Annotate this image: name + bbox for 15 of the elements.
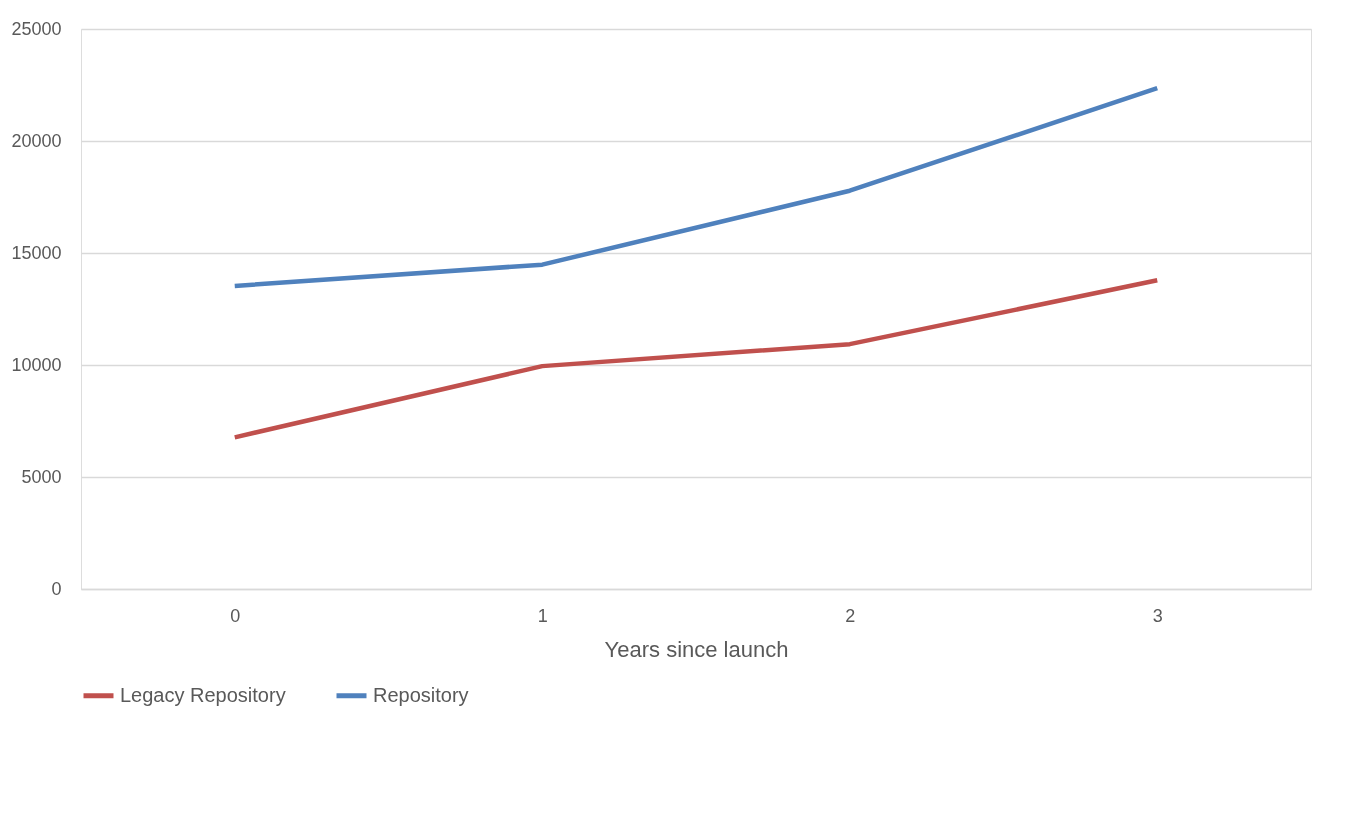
line-series — [232, 85, 1160, 289]
y-tick-label: 20000 — [11, 130, 62, 151]
y-tick-label: 10000 — [11, 354, 62, 375]
legend-label: Legacy Repository — [120, 683, 286, 706]
x-tick-label: 0 — [230, 605, 241, 626]
legend-label: Repository — [373, 683, 469, 706]
y-tick-label: 5000 — [21, 466, 62, 487]
x-tick-label: 3 — [1152, 605, 1163, 626]
x-axis-title: Years since launch — [604, 636, 789, 662]
line-series — [232, 278, 1160, 440]
y-tick-label: 15000 — [11, 242, 62, 263]
x-tick-label: 1 — [537, 605, 548, 626]
y-tick-label: 0 — [51, 578, 62, 599]
x-tick-label: 2 — [845, 605, 856, 626]
y-tick-label: 25000 — [11, 18, 62, 39]
